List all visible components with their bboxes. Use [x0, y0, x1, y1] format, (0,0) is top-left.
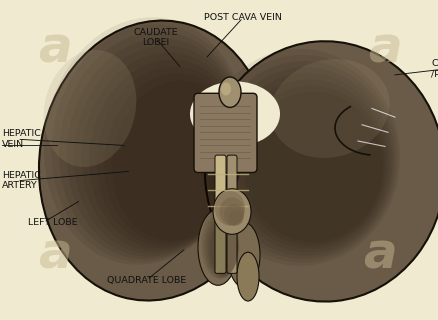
Ellipse shape [112, 80, 241, 241]
FancyBboxPatch shape [194, 93, 257, 172]
Ellipse shape [59, 31, 245, 260]
Ellipse shape [208, 219, 238, 276]
Ellipse shape [229, 211, 244, 226]
Ellipse shape [39, 20, 271, 300]
Ellipse shape [237, 85, 385, 245]
Ellipse shape [67, 38, 244, 257]
Ellipse shape [213, 189, 251, 234]
Ellipse shape [97, 67, 242, 246]
Ellipse shape [270, 59, 390, 158]
Text: POST CAVA VEIN: POST CAVA VEIN [204, 13, 282, 22]
Ellipse shape [219, 77, 241, 108]
Text: a: a [38, 231, 72, 279]
Ellipse shape [219, 67, 392, 256]
Ellipse shape [205, 41, 438, 301]
Ellipse shape [44, 17, 246, 265]
Ellipse shape [210, 222, 238, 275]
FancyBboxPatch shape [227, 155, 237, 273]
Ellipse shape [198, 209, 238, 285]
Text: CAUDATE
LOBEI: CAUDATE LOBEI [133, 28, 178, 47]
Text: HEPATIC
VEIN: HEPATIC VEIN [2, 130, 41, 149]
Ellipse shape [219, 197, 244, 226]
Ellipse shape [244, 92, 382, 242]
Text: CUT
/PERI: CUT /PERI [431, 59, 438, 78]
Ellipse shape [225, 73, 390, 252]
Ellipse shape [51, 24, 246, 262]
Ellipse shape [221, 83, 231, 95]
Ellipse shape [190, 81, 280, 147]
Ellipse shape [74, 45, 244, 254]
Text: a: a [363, 231, 397, 279]
Text: QUADRATE LOBE: QUADRATE LOBE [107, 276, 186, 284]
Ellipse shape [201, 209, 239, 279]
Ellipse shape [205, 215, 239, 277]
Ellipse shape [89, 60, 243, 249]
Ellipse shape [212, 61, 395, 259]
Ellipse shape [215, 191, 245, 226]
Ellipse shape [44, 50, 136, 167]
Ellipse shape [231, 79, 388, 249]
Ellipse shape [104, 73, 242, 243]
Ellipse shape [237, 252, 259, 301]
Ellipse shape [224, 204, 244, 226]
Text: a: a [38, 25, 72, 73]
Ellipse shape [200, 49, 400, 266]
Text: a: a [368, 25, 402, 73]
Ellipse shape [81, 52, 244, 251]
Ellipse shape [203, 212, 239, 278]
Ellipse shape [206, 55, 398, 262]
FancyBboxPatch shape [215, 155, 226, 273]
Text: HEPATIC
ARTERY: HEPATIC ARTERY [2, 171, 41, 190]
Text: LEFT LOBE: LEFT LOBE [28, 218, 78, 227]
Ellipse shape [228, 222, 260, 287]
